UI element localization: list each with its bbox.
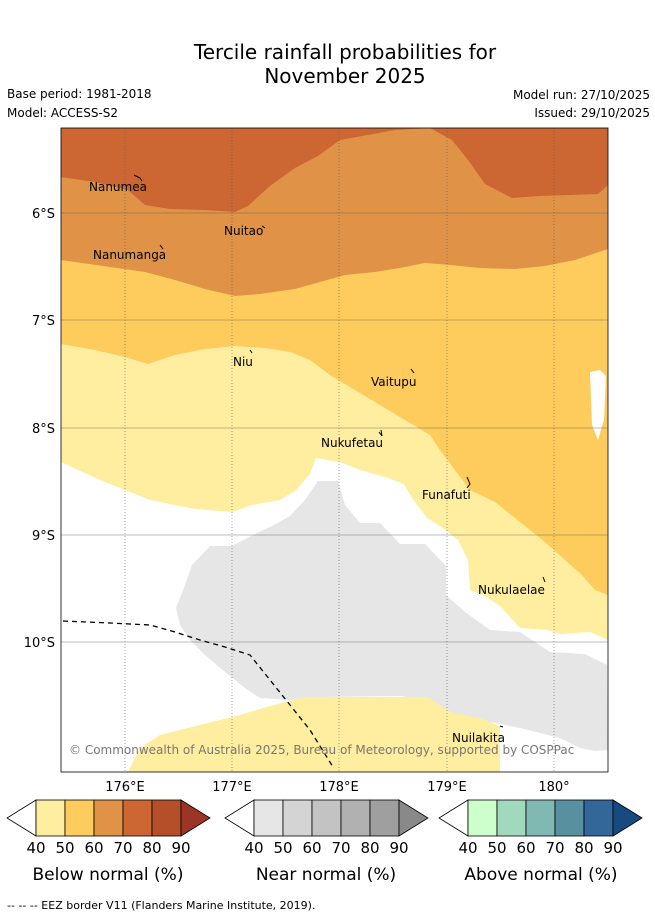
lon-label-177e: 177°E (212, 780, 252, 795)
above-colorbar-tick-40: 40 (458, 839, 477, 857)
place-label-funafuti: Funafuti (422, 488, 471, 502)
lon-label-180: 180° (538, 780, 569, 795)
above-normal-colorbar: 40 50 60 70 80 90 (438, 799, 643, 857)
near-colorbar-tick-50: 50 (273, 839, 292, 857)
base-period: Base period: 1981-2018 (7, 87, 152, 101)
model-run: Model run: 27/10/2025 (512, 88, 650, 102)
white-gap-east (590, 370, 606, 440)
below-colorbar-segment-2 (64, 799, 95, 837)
above-colorbar-tick-80: 80 (574, 839, 593, 857)
map-frame (60, 127, 609, 773)
below-normal-south-strip (128, 697, 500, 772)
lon-label-178e: 178°E (319, 780, 359, 795)
above-colorbar-under-triangle (438, 799, 469, 837)
place-label-nanumanga: Nanumanga (93, 248, 166, 262)
place-labels: Nanumea Nuitao Nanumanga Niu Vaitupu Nuk… (89, 180, 545, 745)
below-colorbar-segment-5 (151, 799, 182, 837)
issued-date: Issued: 29/10/2025 (534, 106, 650, 120)
below-colorbar-over-triangle (180, 799, 211, 837)
longitude-gridlines (124, 128, 555, 772)
below-normal-colorbar: 40 50 60 70 80 90 (6, 799, 211, 857)
eez-footnote: -- -- -- EEZ border V11 (Flanders Marine… (7, 899, 316, 912)
near-normal-40-50-region (176, 481, 608, 751)
below-colorbar-segment-4 (122, 799, 153, 837)
place-label-nukufetau: Nukufetau (321, 436, 383, 450)
above-normal-legend-title: Above normal (%) (464, 865, 617, 885)
title-line-2: November 2025 (264, 64, 426, 88)
longitude-axis-labels: 176°E 177°E 178°E 179°E 180° (105, 780, 569, 795)
below-colorbar-tick-80: 80 (142, 839, 161, 857)
place-label-vaitupu: Vaitupu (371, 375, 417, 389)
place-label-nukulaelae: Nukulaelae (478, 583, 545, 597)
lat-label-6s: 6°S (32, 207, 55, 222)
near-colorbar-segment-2 (282, 799, 313, 837)
above-colorbar-segment-3 (525, 799, 556, 837)
lon-label-176e: 176°E (105, 780, 145, 795)
place-label-niu: Niu (233, 355, 253, 369)
above-colorbar-segment-1 (467, 799, 498, 837)
lat-label-9s: 9°S (32, 529, 55, 544)
probability-field (61, 128, 608, 772)
place-label-nanumea: Nanumea (89, 180, 147, 194)
below-colorbar-under-triangle (6, 799, 37, 837)
latitude-axis-labels: 6°S 7°S 8°S 9°S 10°S (24, 207, 55, 651)
near-colorbar-tick-80: 80 (360, 839, 379, 857)
near-colorbar-segment-5 (369, 799, 400, 837)
above-colorbar-segment-5 (583, 799, 614, 837)
above-colorbar-tick-90: 90 (603, 839, 622, 857)
near-colorbar-segment-4 (340, 799, 371, 837)
place-label-nuilakita: Nuilakita (452, 731, 505, 745)
near-colorbar-tick-70: 70 (331, 839, 350, 857)
model-name: Model: ACCESS-S2 (7, 106, 119, 120)
map-title: Tercile rainfall probabilities for Novem… (0, 40, 655, 88)
below-normal-70-80-region (61, 128, 608, 212)
below-colorbar-tick-70: 70 (113, 839, 132, 857)
near-colorbar-segment-3 (311, 799, 342, 837)
below-colorbar-tick-90: 90 (171, 839, 190, 857)
above-colorbar-over-triangle (612, 799, 643, 837)
lat-label-7s: 7°S (32, 314, 55, 329)
near-colorbar-tick-40: 40 (244, 839, 263, 857)
lat-label-10s: 10°S (24, 636, 55, 651)
near-colorbar-under-triangle (224, 799, 255, 837)
near-normal-colorbar: 40 50 60 70 80 90 (224, 799, 429, 857)
above-colorbar-tick-70: 70 (545, 839, 564, 857)
below-colorbar-tick-40: 40 (26, 839, 45, 857)
below-colorbar-segment-3 (93, 799, 124, 837)
near-colorbar-tick-90: 90 (389, 839, 408, 857)
near-normal-legend-title: Near normal (%) (256, 865, 396, 885)
below-normal-legend-title: Below normal (%) (33, 865, 184, 885)
lat-label-8s: 8°S (32, 422, 55, 437)
lon-label-179e: 179°E (427, 780, 467, 795)
above-colorbar-tick-50: 50 (487, 839, 506, 857)
place-label-nuitao: Nuitao (224, 224, 263, 238)
above-colorbar-segment-4 (554, 799, 585, 837)
eez-border-line (62, 620, 334, 768)
near-colorbar-tick-60: 60 (302, 839, 321, 857)
title-line-1: Tercile rainfall probabilities for (193, 40, 497, 64)
copyright-notice: © Commonwealth of Australia 2025, Bureau… (69, 743, 574, 757)
island-markers (133, 174, 546, 728)
near-colorbar-over-triangle (398, 799, 429, 837)
near-colorbar-segment-1 (253, 799, 284, 837)
latitude-gridlines (61, 212, 608, 643)
below-colorbar-tick-50: 50 (55, 839, 74, 857)
below-colorbar-tick-60: 60 (84, 839, 103, 857)
above-colorbar-segment-2 (496, 799, 527, 837)
above-colorbar-tick-60: 60 (516, 839, 535, 857)
below-colorbar-segment-1 (35, 799, 66, 837)
